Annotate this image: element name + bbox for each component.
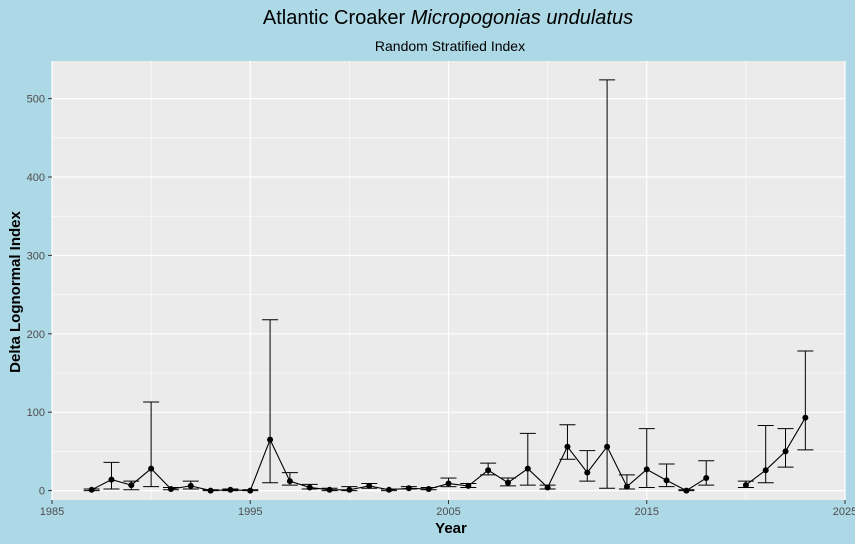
data-point [88,486,95,493]
data-point [544,484,551,491]
data-point [445,480,452,487]
data-point [386,486,393,493]
chart-title-plain: Atlantic Croaker [263,7,411,29]
data-point [504,479,511,486]
x-axis-title: Year [435,520,467,537]
data-point [802,414,809,421]
data-point [623,483,630,490]
data-point [564,443,571,450]
y-tick-label: 200 [27,329,45,341]
data-point [663,477,670,484]
x-tick-label: 2015 [635,506,659,518]
x-tick-label: 1995 [238,506,262,518]
data-point [584,469,591,476]
series-lines [91,417,806,492]
data-point [643,466,650,473]
data-point [465,482,472,489]
y-axis: 0 100 200 300 400 500 [27,94,52,498]
data-point [683,487,690,494]
data-point [326,486,333,493]
data-point [604,443,611,450]
data-point [306,484,313,491]
data-point [148,465,155,472]
data-point [286,478,293,485]
x-tick-label: 2005 [436,506,460,518]
x-tick-label: 1985 [40,506,64,518]
data-point [524,465,531,472]
data-point [703,475,710,482]
data-point [128,482,135,489]
data-point [207,487,214,494]
data-point [346,486,353,493]
data-point [108,476,115,483]
data-point [762,467,769,474]
chart-title-italic: Micropogonias undulatus [411,7,633,29]
data-point [425,486,432,493]
data-point [366,482,373,489]
data-point [742,482,749,489]
y-axis-title: Delta Lognormal Index [7,211,24,373]
x-axis: 1985 1995 2005 2015 2025 [40,500,855,518]
y-tick-label: 100 [27,407,45,419]
chart-subtitle: Random Stratified Index [375,38,525,54]
series-line [745,417,806,486]
data-point [227,486,234,493]
grid-major [51,61,846,500]
data-point [167,486,174,493]
data-point [247,487,254,494]
y-tick-label: 0 [39,486,45,498]
x-tick-label: 2025 [833,506,855,518]
data-point [405,485,412,492]
data-point [267,436,274,443]
series-line [91,438,707,492]
data-point [187,482,194,489]
data-points [88,414,809,494]
data-point [485,467,492,474]
y-tick-label: 500 [27,94,45,106]
y-tick-label: 300 [27,250,45,262]
chart-title: Atlantic Croaker Micropogonias undulatus [263,7,633,29]
y-tick-label: 400 [27,172,45,184]
data-point [782,448,789,455]
